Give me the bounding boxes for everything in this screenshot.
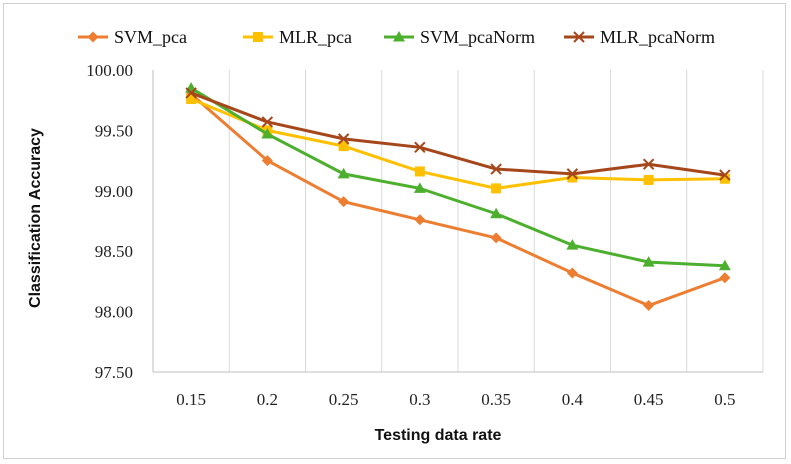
- data-point: [566, 168, 579, 180]
- data-point: [719, 169, 731, 181]
- data-point: [642, 158, 655, 170]
- series-line-svm-pca: [190, 93, 726, 308]
- x-tick-label: 0.5: [714, 390, 735, 409]
- data-point: [413, 182, 426, 193]
- series-layer: [185, 82, 731, 312]
- x-axis-title: Testing data rate: [375, 427, 502, 444]
- data-point: [414, 141, 426, 154]
- data-point: [567, 172, 578, 183]
- x-tick-label: 0.15: [176, 390, 206, 409]
- legend-item-mlr-pca: MLR_pca: [243, 27, 352, 47]
- legend-label: MLR_pcaNorm: [600, 27, 715, 47]
- series-svm-pcanorm: [185, 82, 731, 271]
- data-point: [261, 155, 273, 167]
- y-tick-label: 98.50: [95, 242, 133, 261]
- data-point: [414, 166, 425, 177]
- data-point: [490, 207, 503, 219]
- y-tick-label: 100.00: [86, 61, 133, 80]
- data-point: [338, 196, 350, 208]
- data-point: [566, 239, 579, 250]
- series-line-mlr-pca: [190, 97, 725, 190]
- data-point: [337, 167, 350, 179]
- data-point: [718, 259, 731, 271]
- data-point: [261, 116, 274, 128]
- legend-marker: [393, 31, 405, 42]
- legend: SVM_pca MLR_pca SVM_pcaNorm MLR_pcaNorm: [78, 27, 715, 47]
- data-point: [643, 174, 654, 185]
- legend-marker: [253, 32, 263, 42]
- legend-item-svm-pca: SVM_pca: [78, 27, 187, 47]
- chart-frame: [3, 3, 786, 459]
- y-axis-title: Classification Accuracy: [27, 128, 44, 308]
- axes: 97.50 98.00 98.50 99.00 99.50 100.00 0.15 0.2 0.…: [86, 61, 763, 409]
- data-point: [337, 133, 350, 145]
- x-tick-label: 0.25: [329, 390, 359, 409]
- data-point: [490, 163, 502, 175]
- data-point: [642, 256, 655, 267]
- legend-item-mlr-pcanorm: MLR_pcaNorm: [564, 27, 715, 47]
- data-point: [490, 232, 502, 244]
- series-line-svm-pcanorm: [190, 86, 725, 268]
- data-point: [186, 93, 197, 104]
- data-point: [261, 128, 274, 139]
- data-point: [491, 183, 502, 194]
- x-tick-label: 0.35: [481, 390, 511, 409]
- legend-marker: [573, 31, 585, 43]
- data-point: [566, 267, 578, 279]
- series-mlr-pcanorm: [185, 87, 731, 181]
- y-tick-label: 98.00: [95, 303, 133, 322]
- legend-marker: [87, 31, 99, 43]
- grid-lines: [228, 70, 764, 372]
- legend-label: MLR_pca: [279, 27, 352, 47]
- data-point: [719, 173, 730, 184]
- y-tick-label: 97.50: [95, 363, 133, 382]
- x-tick-label: 0.45: [634, 390, 664, 409]
- legend-item-svm-pcanorm: SVM_pcaNorm: [384, 27, 535, 47]
- legend-label: SVM_pcaNorm: [420, 27, 535, 47]
- data-point: [338, 141, 349, 152]
- data-point: [643, 300, 655, 312]
- data-point: [414, 214, 426, 226]
- series-line-mlr-pcanorm: [190, 91, 726, 177]
- y-tick-label: 99.50: [95, 121, 133, 140]
- legend-label: SVM_pca: [114, 27, 187, 47]
- data-point: [719, 272, 731, 284]
- x-tick-label: 0.2: [257, 390, 278, 409]
- x-tick-label: 0.4: [562, 390, 584, 409]
- data-point: [185, 87, 197, 99]
- x-tick-label: 0.3: [409, 390, 430, 409]
- y-tick-label: 99.00: [95, 182, 133, 201]
